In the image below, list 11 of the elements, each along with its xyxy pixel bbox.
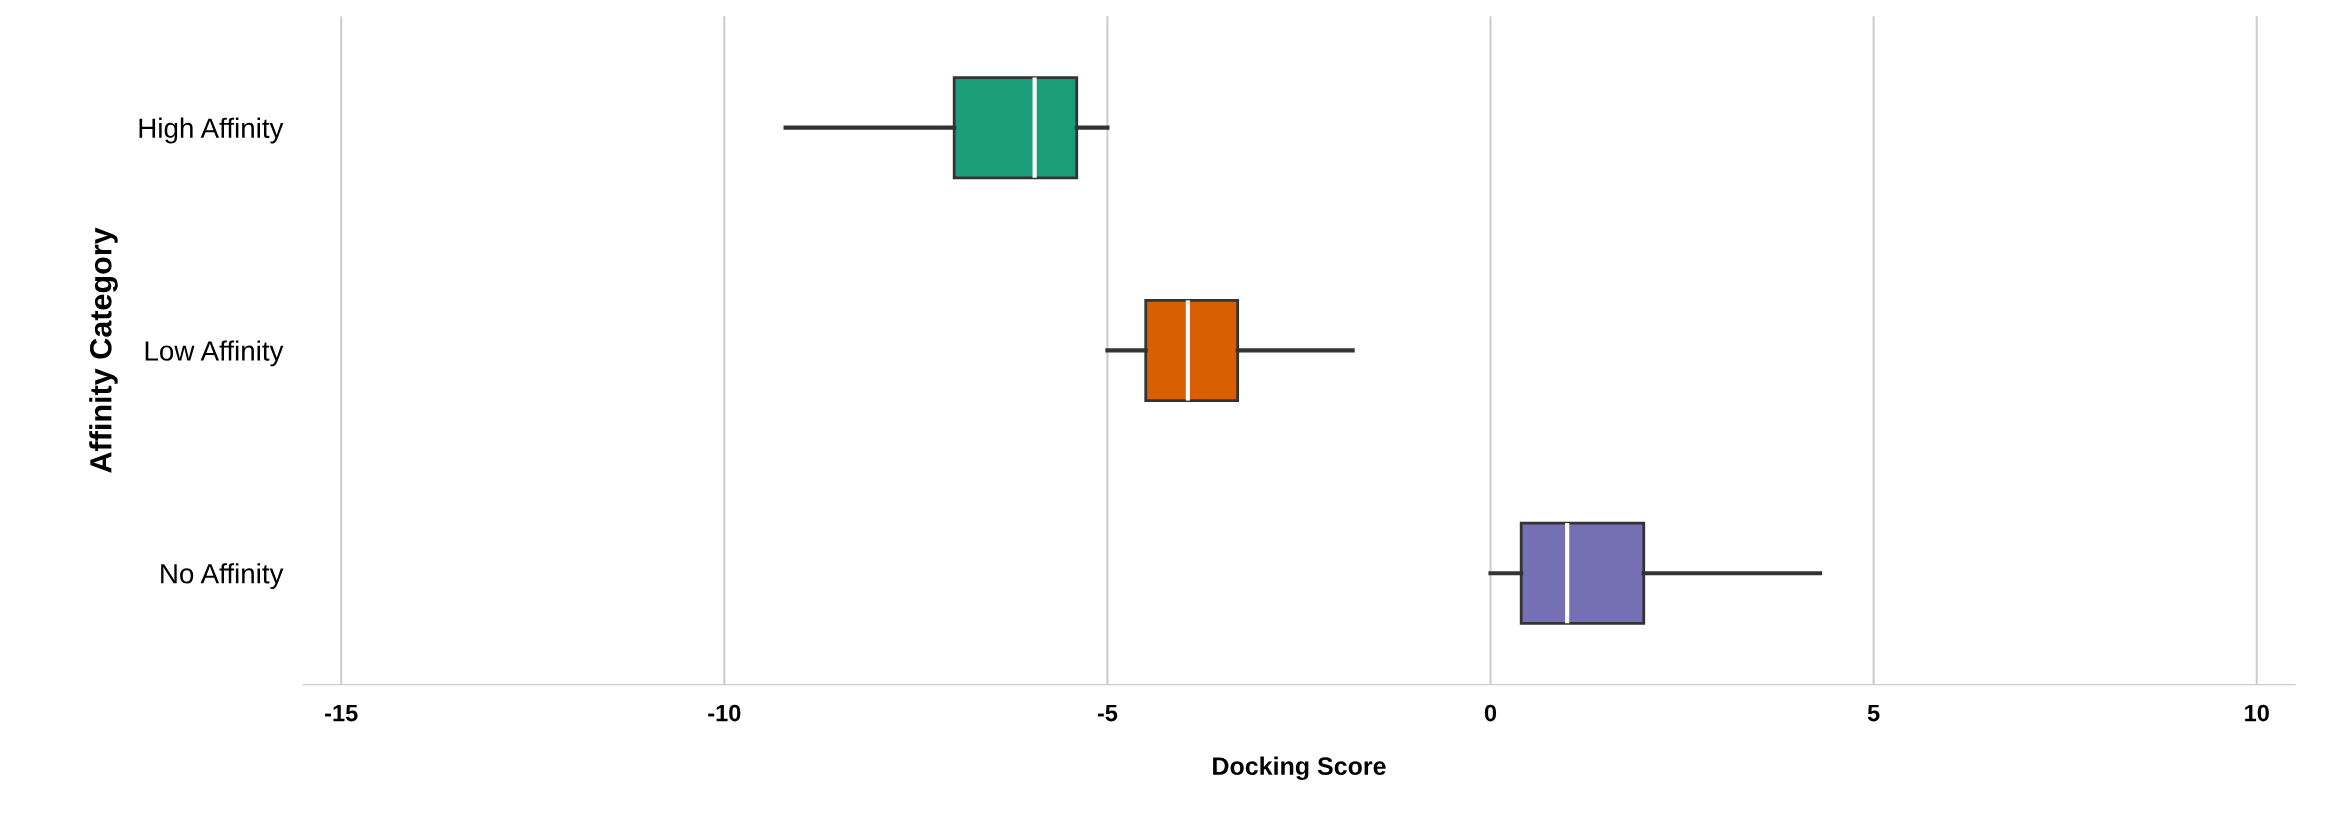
- x-tick-label: -10: [708, 704, 741, 722]
- y-tick-label: High Affinity: [139, 117, 284, 144]
- y-tick-label: No Affinity: [161, 563, 284, 590]
- x-tick-label: -15: [325, 704, 358, 722]
- x-tick-label: -5: [1097, 704, 1118, 722]
- x-tick-label: 5: [1867, 704, 1880, 722]
- x-tick-label: 0: [1484, 704, 1497, 722]
- x-tick-label: 10: [2245, 704, 2269, 722]
- x-axis-title: Docking Score: [1213, 756, 1386, 781]
- y-tick-label: Low Affinity: [145, 340, 284, 367]
- y-axis-title: Affinity Category: [89, 227, 118, 473]
